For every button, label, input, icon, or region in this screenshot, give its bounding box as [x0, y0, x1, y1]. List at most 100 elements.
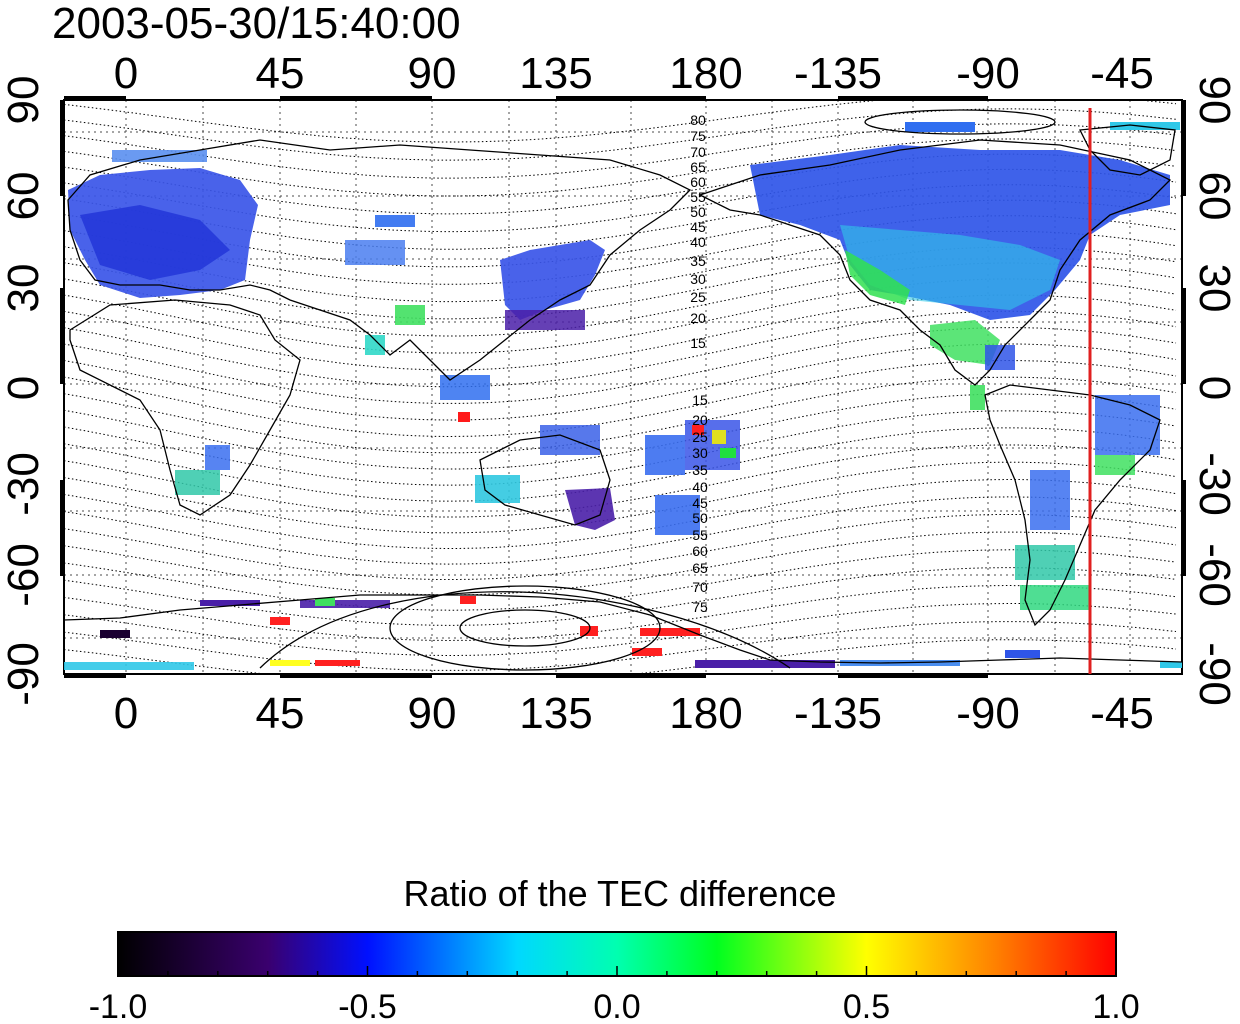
tec-data-patches	[64, 122, 1182, 670]
magnetic-contour-line	[64, 567, 1177, 626]
lat-tick-label-right: 60	[1190, 172, 1239, 221]
lon-tick-label-top: 180	[669, 49, 742, 98]
contour-label-north: 45	[690, 219, 706, 235]
lon-tick-label-top: 135	[519, 49, 592, 98]
colorbar-title: Ratio of the TEC difference	[403, 873, 837, 914]
lat-tick-label-right: -60	[1190, 543, 1239, 607]
contour-label-south: 15	[692, 392, 708, 408]
contour-label-north: 35	[690, 253, 706, 269]
magnetic-contour-line	[64, 531, 1177, 596]
magnetic-contour-line	[64, 461, 1177, 534]
latitude-tick-labels-left: 90 60 30 0 -30 -60 -90	[0, 76, 48, 706]
longitude-tick-labels-bottom: 0 45 90 135 180 -135 -90 -45	[114, 689, 1154, 738]
coastline-eurasia	[67, 139, 692, 381]
contour-label-north: 25	[690, 289, 706, 305]
contour-label-north: 15	[690, 335, 706, 351]
lon-tick-label-top: -45	[1090, 49, 1154, 98]
contour-label-south: 75	[692, 599, 708, 615]
contour-label-south: 30	[692, 445, 708, 461]
colorbar-tick-labels: -1.0 -0.5 0.0 0.5 1.0	[89, 988, 1140, 1024]
magnetic-latitude-contours	[64, 100, 1177, 674]
lat-tick-label-right: -30	[1190, 452, 1239, 516]
magnetic-contour-line	[64, 168, 1177, 233]
magnetic-contour-line	[64, 123, 1177, 179]
magnetic-contour-line	[64, 376, 1177, 454]
contour-label-north: 60	[690, 174, 706, 190]
lat-tick-label-left: -90	[0, 642, 48, 706]
contour-label-south: 25	[692, 429, 708, 445]
contour-label-south: 70	[692, 579, 708, 595]
lat-tick-label-left: 0	[0, 376, 48, 400]
lon-tick-label-bottom: 135	[519, 689, 592, 738]
magnetic-contour-line	[64, 327, 1177, 404]
contour-label-north: 50	[690, 204, 706, 220]
lon-tick-label-bottom: 90	[408, 689, 457, 738]
tec-patch-australia	[565, 488, 615, 530]
lat-tick-label-left: -30	[0, 452, 48, 516]
coastline-north-america	[698, 139, 1172, 386]
lat-tick-label-left: -60	[0, 543, 48, 607]
contour-label-south: 50	[692, 510, 708, 526]
lat-tick-label-left: 60	[0, 172, 48, 221]
colorbar-ticks	[117, 966, 1117, 976]
lon-tick-label-bottom: 0	[114, 689, 138, 738]
contour-label-north: 75	[690, 128, 706, 144]
tec-patch-north-america	[750, 145, 1170, 320]
contour-label-south: 55	[692, 527, 708, 543]
lon-tick-label-bottom: 45	[256, 689, 305, 738]
magnetic-contour-line	[64, 310, 1177, 388]
tec-patch-east-asia	[500, 240, 605, 320]
lon-tick-label-top: -135	[794, 49, 882, 98]
magnetic-contour-line	[64, 496, 1177, 565]
lon-tick-label-bottom: -45	[1090, 689, 1154, 738]
magnetic-contour-line	[64, 199, 1177, 268]
magnetic-contour-line	[64, 444, 1177, 518]
magnetic-contour-line	[64, 479, 1177, 549]
lat-tick-label-right: 0	[1190, 376, 1239, 400]
contour-label-south: 60	[692, 543, 708, 559]
contour-label-north: 20	[690, 310, 706, 326]
lat-tick-label-left: 90	[0, 76, 48, 125]
colorbar-tick-label: 1.0	[1092, 988, 1139, 1024]
magnetic-contour-line	[64, 410, 1177, 486]
magnetic-contour-line	[64, 278, 1177, 354]
latitude-tick-labels-right: 90 60 30 0 -30 -60 -90	[1190, 76, 1239, 706]
lon-tick-label-bottom: 180	[669, 689, 742, 738]
contour-label-south: 40	[692, 479, 708, 495]
contour-label-south: 20	[692, 412, 708, 428]
coastline-australia	[479, 434, 611, 526]
colorbar-tick-label: 0.0	[593, 988, 640, 1024]
contour-label-south: 65	[692, 560, 708, 576]
coastline-greenland	[1078, 124, 1176, 176]
coastline-south-america	[984, 384, 1161, 627]
lat-tick-label-left: 30	[0, 264, 48, 313]
colorbar-tick-label: 0.5	[843, 988, 890, 1024]
magnetic-contour-line	[64, 603, 1177, 656]
lon-tick-label-bottom: -90	[956, 689, 1020, 738]
contour-label-south: 35	[692, 462, 708, 478]
lon-tick-label-top: 90	[408, 49, 457, 98]
magnetic-contour-line	[64, 343, 1177, 421]
contour-label-north: 30	[690, 271, 706, 287]
lon-tick-label-bottom: -135	[794, 689, 882, 738]
map-timestamp-title: 2003-05-30/15:40:00	[52, 0, 461, 48]
contour-label-north: 70	[690, 144, 706, 160]
lon-tick-label-top: 0	[114, 49, 138, 98]
lon-tick-label-top: 45	[256, 49, 305, 98]
magnetic-contour-line	[64, 584, 1177, 642]
colorbar-tick-label: -0.5	[338, 988, 397, 1024]
south-pole-contours	[259, 109, 1056, 671]
lat-tick-label-right: 90	[1190, 76, 1239, 125]
contour-label-north: 40	[690, 234, 706, 250]
contour-label-north: 80	[690, 112, 706, 128]
lat-tick-label-right: 30	[1190, 264, 1239, 313]
contour-label-south: 45	[692, 495, 708, 511]
longitude-tick-labels-top: 0 45 90 135 180 -135 -90 -45	[114, 49, 1154, 98]
coastlines	[64, 124, 1182, 664]
lon-tick-label-top: -90	[956, 49, 1020, 98]
magnetic-contour-line	[64, 359, 1177, 438]
magnetic-contour-line	[64, 138, 1177, 197]
